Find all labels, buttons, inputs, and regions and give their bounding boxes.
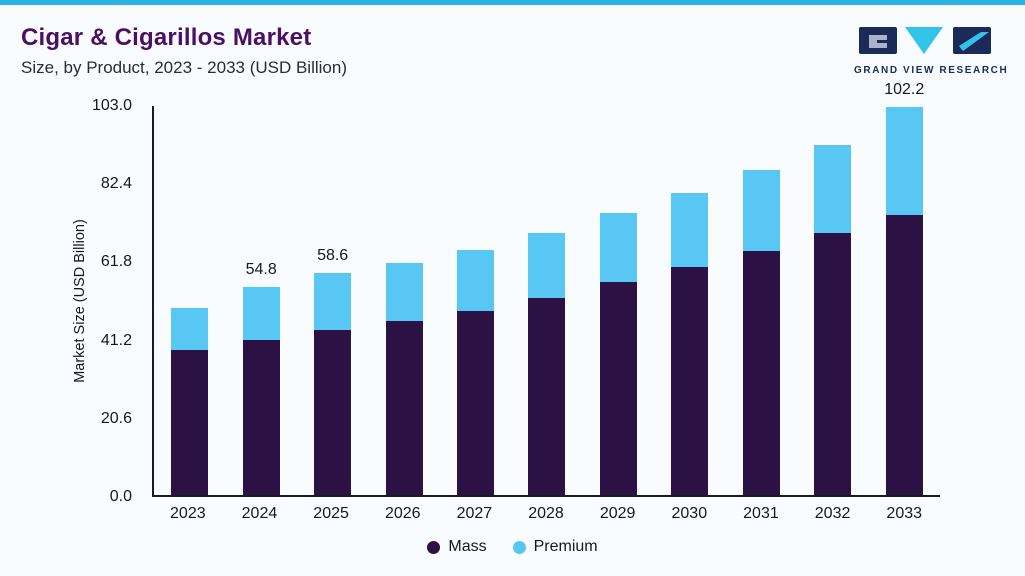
segment-mass xyxy=(599,282,637,495)
y-tick-label: 61.8 xyxy=(100,253,132,271)
data-label-2033: 102.2 xyxy=(884,81,925,99)
y-tick-label: 41.2 xyxy=(100,331,132,349)
y-axis-tick-labels: 0.0 20.6 41.2 61.8 82.4 103.0 xyxy=(0,97,142,505)
segment-premium xyxy=(742,169,780,251)
segment-premium xyxy=(814,145,852,234)
stacked-bar-2027 xyxy=(457,250,495,495)
x-tick-label-2030: 2030 xyxy=(671,505,708,522)
stacked-bar-2029 xyxy=(599,213,637,495)
y-tick-label: 82.4 xyxy=(100,175,132,193)
segment-mass xyxy=(885,214,923,495)
x-tick-label-2032: 2032 xyxy=(814,505,851,522)
bar-group-2028 xyxy=(511,106,582,495)
x-tick-label-2025: 2025 xyxy=(313,505,349,522)
x-tick-label-2023: 2023 xyxy=(170,505,206,522)
segment-premium xyxy=(242,286,280,340)
legend-dot-icon xyxy=(427,540,441,554)
stacked-bar-2025 xyxy=(314,272,352,495)
segment-premium xyxy=(314,272,352,330)
bar-group-2030 xyxy=(654,106,725,495)
segment-premium xyxy=(385,263,423,322)
grand-view-research-logo: GRAND VIEW RESEARCH xyxy=(854,26,1009,76)
y-tick-label: 0.0 xyxy=(109,488,132,505)
legend-item-mass: Mass xyxy=(427,538,487,556)
bar-group-2026 xyxy=(368,106,439,495)
x-tick-label-2024: 2024 xyxy=(241,505,278,522)
segment-mass xyxy=(814,233,852,495)
plot-area: 54.8 58.6 102.2 xyxy=(152,81,940,497)
segment-premium xyxy=(528,233,566,298)
x-axis-labels: 2023 2024 2025 2026 2027 2028 2029 2030 2031 2032… xyxy=(152,505,940,523)
data-label-2025: 58.6 xyxy=(317,246,349,264)
segment-mass xyxy=(385,321,423,495)
top-accent-bar xyxy=(0,0,1025,5)
legend-dot-icon xyxy=(512,540,526,554)
bar-group-2025: 58.6 xyxy=(297,106,368,495)
segment-premium xyxy=(457,250,495,311)
segment-mass xyxy=(671,267,709,495)
legend-item-premium: Premium xyxy=(512,538,598,556)
segment-premium xyxy=(885,107,923,215)
legend-label: Premium xyxy=(533,538,598,555)
segment-mass xyxy=(171,350,209,495)
x-tick-label-2031: 2031 xyxy=(743,505,779,522)
bar-group-2031 xyxy=(726,106,797,495)
segment-mass xyxy=(314,329,352,495)
stacked-bar-2031 xyxy=(742,169,780,495)
stacked-bar-2032 xyxy=(814,145,852,495)
x-tick-label-2028: 2028 xyxy=(528,505,564,522)
stacked-bar-2030 xyxy=(671,192,709,495)
x-tick-label-2029: 2029 xyxy=(599,505,636,522)
chart-header: Cigar & Cigarillos Market Size, by Produ… xyxy=(21,24,1009,78)
stacked-bar-2023 xyxy=(171,308,209,495)
bar-group-2027 xyxy=(440,106,511,495)
x-tick-label-2026: 2026 xyxy=(384,505,421,522)
y-tick-label: 103.0 xyxy=(91,97,132,114)
logo-text: GRAND VIEW RESEARCH xyxy=(854,65,1009,76)
stacked-bar-2024 xyxy=(242,286,280,495)
data-label-2024: 54.8 xyxy=(245,260,277,278)
segment-premium xyxy=(171,308,209,350)
logo-mark-icon xyxy=(859,27,991,54)
y-tick-label: 20.6 xyxy=(100,409,132,427)
bar-group-2024: 54.8 xyxy=(225,106,296,495)
stacked-bar-2033 xyxy=(885,107,923,495)
segment-mass xyxy=(242,339,280,495)
bar-group-2023 xyxy=(154,106,225,495)
bar-group-2033: 102.2 xyxy=(869,81,940,495)
x-tick-label-2033: 2033 xyxy=(886,505,923,522)
chart-title: Cigar & Cigarillos Market xyxy=(21,24,312,51)
chart-legend: Mass Premium xyxy=(0,538,1025,556)
segment-premium xyxy=(671,192,709,268)
segment-mass xyxy=(528,297,566,495)
bar-group-2032 xyxy=(797,106,868,495)
chart-subtitle: Size, by Product, 2023 - 2033 (USD Billi… xyxy=(21,58,347,77)
segment-mass xyxy=(742,250,780,495)
segment-premium xyxy=(599,213,637,283)
segment-mass xyxy=(457,310,495,495)
x-tick-label-2027: 2027 xyxy=(456,505,493,522)
legend-label: Mass xyxy=(448,538,487,555)
stacked-bar-2028 xyxy=(528,233,566,495)
bar-group-2029 xyxy=(583,106,654,495)
stacked-bar-2026 xyxy=(385,263,423,495)
